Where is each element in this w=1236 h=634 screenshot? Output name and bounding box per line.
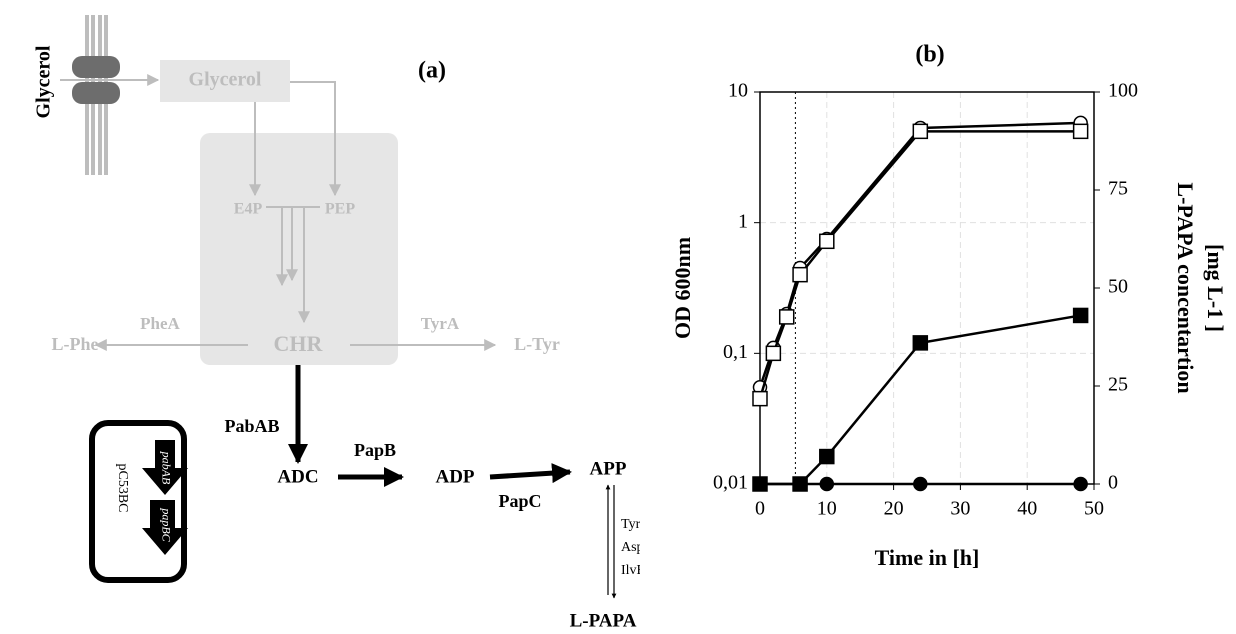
pathway-diagram: Glycerol Glycerol E4P PEP CHR L-Phe PheA…	[33, 15, 653, 631]
x-tick-label: 20	[884, 498, 904, 520]
x-tick-label: 10	[817, 498, 837, 520]
marker	[752, 476, 768, 492]
panel-title: (a)	[418, 58, 446, 84]
plasmid	[89, 420, 187, 583]
marker	[792, 266, 808, 283]
marker	[819, 476, 835, 492]
y2-axis-label: [mg L-1 ]	[1203, 244, 1228, 332]
x-tick-label: 40	[1017, 498, 1037, 520]
node-label: ADC	[277, 466, 318, 487]
enzyme-label: PabAB	[224, 416, 279, 436]
y-tick-label: 0,1	[723, 341, 748, 363]
node-label: E4P	[234, 201, 263, 218]
gene-arrow	[142, 440, 188, 495]
marker	[1072, 307, 1089, 324]
marker	[819, 233, 835, 250]
substrate-label: Glycerol	[33, 45, 55, 118]
marker	[1073, 476, 1088, 492]
y2-tick-label: 25	[1108, 374, 1128, 396]
x-tick-label: 30	[950, 498, 970, 520]
node-label: L-PAPA	[570, 610, 637, 631]
node-label: L-Phe	[52, 334, 99, 354]
enzyme-label: PapB	[354, 440, 396, 460]
y-tick-label: 10	[728, 80, 748, 102]
node-label: Glycerol	[189, 69, 262, 91]
gene-label: papBC	[159, 507, 173, 542]
marker	[913, 476, 928, 492]
marker	[912, 335, 929, 351]
y2-axis-label: L-PAPA concentartion	[1173, 182, 1198, 393]
arrow	[290, 81, 341, 197]
series-line	[758, 130, 1081, 400]
enzyme-label: PheA	[140, 314, 180, 333]
gene-label: pabAB	[159, 451, 173, 485]
plot-frame	[759, 91, 1095, 485]
enzyme-label: TyrA	[421, 314, 460, 333]
enzyme-label: TyrB	[621, 517, 650, 532]
plasmid-label: pC53BC	[115, 463, 130, 512]
enzyme-label: PapC	[498, 491, 541, 511]
gene-arrow	[142, 500, 188, 555]
marker	[765, 345, 782, 362]
transporter	[72, 82, 120, 104]
node-label: L-Tyr	[514, 334, 560, 354]
y2-tick-label: 100	[1108, 80, 1138, 102]
chart-title: (b)	[915, 42, 944, 68]
marker	[912, 123, 929, 140]
x-axis-label: Time in [h]	[875, 545, 980, 570]
marker	[1072, 123, 1089, 140]
y-tick-label: 0,01	[713, 472, 748, 494]
y-tick-label: 1	[738, 210, 748, 232]
x-tick-label: 0	[755, 498, 765, 520]
marker	[819, 448, 835, 465]
node-label: PEP	[325, 201, 355, 218]
enzyme-label: IlvE	[621, 563, 645, 578]
x-tick-label: 50	[1084, 498, 1104, 520]
enzyme-label: AspC	[621, 540, 653, 555]
marker	[752, 390, 768, 407]
arrow	[489, 463, 572, 484]
y2-tick-label: 75	[1108, 178, 1128, 200]
y-axis-label: OD 600nm	[670, 237, 695, 339]
marker	[778, 309, 795, 325]
node-label: ADP	[435, 466, 474, 487]
glycerol-box	[160, 60, 290, 102]
y2-tick-label: 0	[1108, 472, 1118, 494]
node-label: CHR	[274, 331, 324, 356]
y2-tick-label: 50	[1108, 276, 1128, 298]
transporter	[72, 56, 120, 78]
node-label: APP	[590, 458, 627, 479]
